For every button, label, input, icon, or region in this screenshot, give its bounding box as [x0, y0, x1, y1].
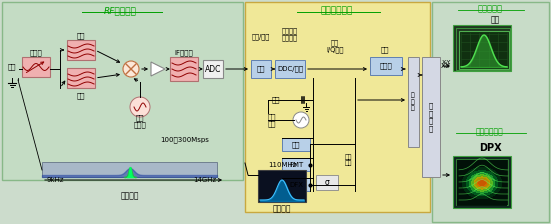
Bar: [282, 178, 310, 191]
Text: DDC/取样: DDC/取样: [277, 66, 303, 72]
Bar: [459, 31, 509, 69]
Bar: [453, 156, 511, 208]
Text: 实时数字处理: 实时数字处理: [321, 6, 353, 15]
Circle shape: [123, 61, 139, 77]
Text: 110MHz: 110MHz: [268, 162, 296, 168]
Text: X-Y: X-Y: [441, 60, 451, 65]
Bar: [245, 2, 430, 212]
Text: 电平: 电平: [291, 141, 300, 148]
Text: 实地信号处理: 实地信号处理: [476, 127, 504, 136]
Bar: [456, 28, 510, 70]
Bar: [370, 57, 402, 75]
Text: 下变频器
和滤波器: 下变频器 和滤波器: [282, 27, 298, 41]
Bar: [408, 57, 419, 147]
Text: X-Y: X-Y: [441, 63, 451, 69]
Text: 校正: 校正: [257, 66, 265, 72]
Text: 100或300Msps: 100或300Msps: [160, 137, 209, 143]
Bar: [251, 60, 271, 78]
Text: 外部: 外部: [272, 97, 280, 103]
Text: 捕获: 捕获: [381, 47, 389, 53]
Text: 幅度/相位: 幅度/相位: [252, 34, 270, 40]
Bar: [456, 159, 508, 205]
Text: 采集带宽: 采集带宽: [273, 204, 291, 213]
Text: RF下变频器: RF下变频器: [104, 6, 137, 15]
Polygon shape: [151, 62, 165, 76]
Bar: [453, 25, 511, 71]
Text: 显示: 显示: [490, 15, 500, 24]
Bar: [203, 60, 223, 78]
Bar: [316, 175, 338, 190]
Bar: [275, 60, 305, 78]
Text: DFX: DFX: [289, 181, 303, 187]
Text: 局部
振荡器: 局部 振荡器: [134, 114, 147, 128]
Text: 输入: 输入: [8, 64, 17, 70]
Text: 微
处
理
器: 微 处 理 器: [429, 102, 433, 132]
Bar: [2, 2, 243, 180]
Text: FMT: FMT: [289, 162, 303, 168]
Bar: [422, 57, 440, 177]
Text: 自由
运行: 自由 运行: [268, 113, 277, 127]
Text: σ: σ: [325, 178, 329, 187]
Text: 14GHz: 14GHz: [193, 177, 217, 183]
Bar: [42, 162, 217, 177]
Bar: [67, 68, 95, 88]
Bar: [282, 158, 310, 171]
Text: 实
触
器: 实 触 器: [411, 93, 415, 111]
Text: DPX: DPX: [479, 143, 501, 153]
Text: 带通: 带通: [77, 92, 85, 99]
Text: 存储器: 存储器: [380, 63, 392, 69]
Text: IF滤波器: IF滤波器: [175, 50, 193, 56]
Bar: [258, 170, 306, 202]
Bar: [22, 57, 50, 77]
Bar: [170, 57, 198, 81]
Text: 实时
I/Q输出: 实时 I/Q输出: [326, 39, 344, 53]
Text: 9kHz: 9kHz: [46, 177, 64, 183]
Bar: [67, 40, 95, 60]
Circle shape: [130, 97, 150, 117]
Text: 低通: 低通: [77, 33, 85, 39]
Text: 捕获后处理: 捕获后处理: [478, 4, 503, 13]
Bar: [432, 2, 549, 222]
Text: 调谐范围: 调谐范围: [121, 192, 139, 200]
Bar: [282, 138, 310, 151]
Circle shape: [293, 112, 309, 128]
Text: 像素
锁定: 像素 锁定: [344, 154, 352, 166]
Text: ADC: ADC: [205, 65, 221, 73]
Text: 衰减器: 衰减器: [30, 50, 42, 56]
